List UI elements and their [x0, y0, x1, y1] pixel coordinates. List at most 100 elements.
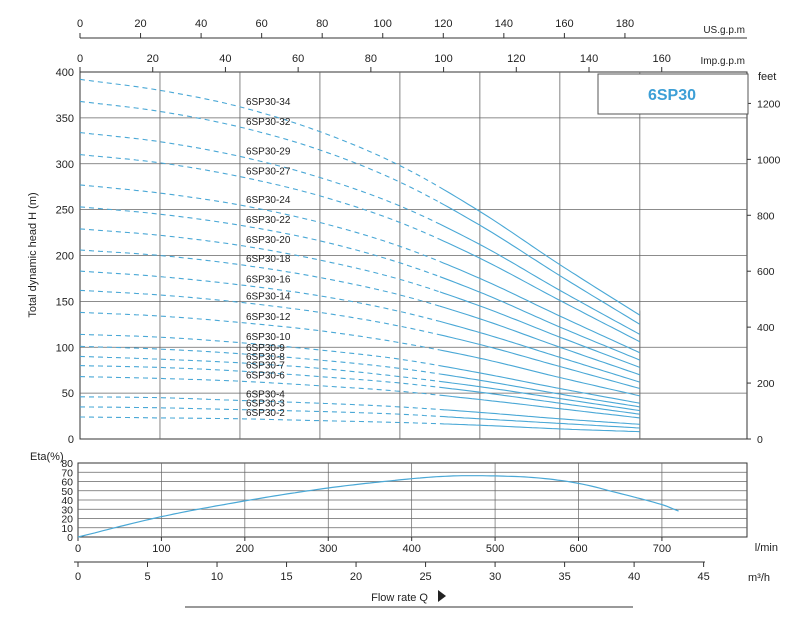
head-curve-dashed — [79, 333, 440, 367]
lmin-tick-label: 100 — [152, 543, 170, 555]
curve-label: 6SP30-6 — [246, 370, 285, 381]
head-curve-dashed — [79, 311, 441, 351]
y-tick-label: 350 — [56, 113, 74, 125]
y-tick-label: 0 — [68, 434, 74, 446]
m3h-tick-label: 15 — [280, 571, 292, 583]
head-curve-solid — [439, 349, 640, 397]
us-gpm-tick-label: 140 — [495, 18, 513, 30]
curve-label: 6SP30-29 — [246, 146, 291, 157]
head-curve-dashed — [79, 154, 441, 240]
imp-gpm-tick-label: 120 — [507, 53, 525, 65]
curve-label: 6SP30-32 — [246, 117, 291, 128]
head-curve-solid — [439, 276, 641, 361]
head-curve-solid — [439, 380, 640, 412]
lmin-tick-label: 0 — [75, 543, 81, 555]
head-curve-solid — [439, 408, 640, 425]
us-gpm-tick-label: 60 — [256, 18, 268, 30]
imp-gpm-tick-label: 0 — [77, 53, 83, 65]
m3h-tick-label: 40 — [628, 571, 640, 583]
head-curve-solid — [439, 365, 640, 404]
curve-label: 6SP30-14 — [246, 292, 291, 303]
efficiency-line — [77, 475, 679, 538]
eta-y-tick-label: 80 — [61, 458, 73, 470]
lmin-tick-label: 700 — [653, 543, 671, 555]
us-gpm-tick-label: 120 — [434, 18, 452, 30]
eta-plot-grid — [78, 463, 747, 537]
m3h-unit-label: m³/h — [748, 572, 770, 584]
head-curve-solid — [439, 373, 640, 408]
flow-rate-label: Flow rate Q — [371, 592, 428, 604]
head-curve-solid — [439, 223, 641, 335]
curve-label: 6SP30-10 — [246, 332, 291, 343]
y-tick-label: 300 — [56, 159, 74, 171]
top-axes: US.g.p.m Imp.g.p.m feet 0 20 40 60 80 100 120 1… — [77, 18, 776, 83]
lmin-tick-label: 600 — [569, 543, 587, 555]
imp-gpm-label: Imp.g.p.m — [701, 56, 745, 67]
eta-y-tick-label: 20 — [61, 514, 73, 526]
curve-label: 6SP30-9 — [246, 343, 285, 354]
head-curve-dashed — [79, 270, 441, 322]
curve-label: 6SP30-20 — [246, 235, 291, 246]
eta-y-tick-label: 0 — [67, 532, 73, 544]
us-gpm-tick-label: 180 — [616, 18, 634, 30]
y-tick-label: 100 — [56, 342, 74, 354]
eta-y-tick-label: 70 — [61, 467, 73, 479]
head-curve-dashed — [79, 249, 441, 307]
head-curve-dashed — [79, 376, 440, 396]
m3h-tick-label: 30 — [489, 571, 501, 583]
us-gpm-tick-label: 160 — [555, 18, 573, 30]
us-gpm-tick-label: 80 — [316, 18, 328, 30]
head-curve-dashed — [79, 365, 440, 388]
head-curve-solid — [439, 386, 640, 415]
efficiency-curve — [77, 475, 679, 538]
imp-gpm-tick-label: 20 — [147, 53, 159, 65]
m3h-tick-label: 35 — [558, 571, 570, 583]
flow-arrow-icon — [438, 590, 446, 602]
us-gpm-tick-label: 20 — [134, 18, 146, 30]
lmin-unit-label: l/min — [755, 542, 778, 554]
flow-axes: l/min m³/h Flow rate Q 0 5 10 15 20 25 30 35 40 4… — [74, 542, 778, 608]
curve-label: 6SP30-8 — [246, 352, 285, 363]
series-title-box — [597, 73, 749, 115]
head-curve-solid — [439, 238, 641, 343]
curve-label: 6SP30-18 — [246, 254, 291, 265]
head-curve-solid — [439, 186, 641, 316]
main-plot-ticks: 0 50 100 150 200 250 300 350 400 0 200 400 600 800 100… — [56, 67, 781, 446]
head-curve-dashed — [79, 132, 441, 225]
feet-label: feet — [758, 71, 776, 83]
head-curve-solid — [439, 334, 640, 390]
y-tick-label: 50 — [62, 388, 74, 400]
feet-tick-label: 400 — [757, 322, 775, 334]
y-tick-label: 250 — [56, 205, 74, 217]
imp-gpm-tick-label: 60 — [292, 53, 304, 65]
feet-tick-label: 0 — [757, 434, 763, 446]
head-curve-dashed — [79, 228, 441, 293]
head-curve-dashed — [80, 396, 440, 411]
curve-label: 6SP30-12 — [246, 312, 291, 323]
head-curve-solid — [439, 423, 640, 433]
curve-label: 6SP30-2 — [246, 408, 285, 419]
feet-tick-label: 600 — [757, 266, 775, 278]
head-curve-dashed — [79, 206, 441, 278]
head-curve-dashed — [79, 184, 441, 263]
head-curve-dashed — [79, 289, 441, 336]
main-plot-grid — [80, 72, 747, 439]
eta-y-tick-label: 10 — [61, 523, 73, 535]
curve-label: 6SP30-7 — [246, 360, 285, 371]
lmin-tick-label: 500 — [486, 543, 504, 555]
head-curve-solid — [439, 320, 640, 383]
feet-tick-label: 800 — [757, 210, 775, 222]
feet-tick-label: 1000 — [757, 154, 781, 166]
curve-label: 6SP30-34 — [246, 97, 291, 108]
m3h-tick-label: 20 — [350, 571, 362, 583]
us-gpm-label: US.g.p.m — [703, 25, 745, 36]
eta-y-tick-label: 60 — [61, 477, 73, 489]
m3h-tick-label: 5 — [144, 571, 150, 583]
eta-y-tick-label: 30 — [61, 504, 73, 516]
curve-label: 6SP30-27 — [246, 166, 291, 177]
lmin-tick-label: 300 — [319, 543, 337, 555]
head-curve-dashed — [79, 345, 440, 375]
head-curves — [79, 78, 641, 433]
lmin-tick-label: 200 — [236, 543, 254, 555]
